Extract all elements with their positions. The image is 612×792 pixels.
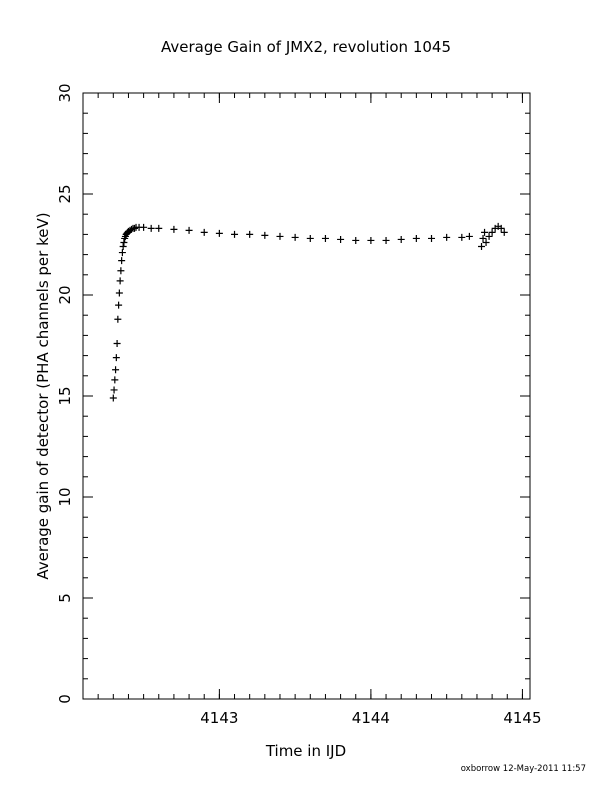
data-point (500, 228, 508, 236)
data-point (215, 229, 223, 237)
data-point (131, 224, 139, 232)
y-tick-label: 15 (56, 386, 74, 405)
data-point (155, 224, 163, 232)
x-tick-labels: 4143 4144 4145 (200, 709, 541, 727)
data-point (481, 228, 489, 236)
x-axis-label: Time in IJD (265, 742, 346, 760)
x-tick-label: 4144 (352, 709, 390, 727)
data-point (306, 234, 314, 242)
y-tick-label: 30 (56, 83, 74, 102)
data-point (127, 225, 135, 233)
y-tick-label: 10 (56, 487, 74, 506)
y-tick-label: 25 (56, 184, 74, 203)
data-point (115, 301, 123, 309)
data-point (412, 234, 420, 242)
data-point (119, 243, 127, 251)
data-point (261, 231, 269, 239)
data-point (276, 232, 284, 240)
data-point (443, 233, 451, 241)
y-tick-label: 0 (56, 694, 74, 704)
data-point (113, 339, 121, 347)
data-point (488, 228, 496, 236)
footer-stamp: oxborrow 12-May-2011 11:57 (461, 764, 586, 774)
data-point (147, 224, 155, 232)
major-ticks (83, 92, 530, 700)
data-point (118, 249, 126, 257)
data-point (485, 232, 493, 240)
y-tick-label: 5 (56, 593, 74, 603)
data-point (321, 234, 329, 242)
chart-title: Average Gain of JMX2, revolution 1045 (161, 38, 451, 56)
data-point (337, 235, 345, 243)
x-tick-label: 4145 (503, 709, 541, 727)
data-points (109, 222, 508, 402)
plot-frame (82, 92, 531, 700)
y-axis-label: Average gain of detector (PHA channels p… (34, 212, 52, 579)
data-point (291, 233, 299, 241)
data-point (231, 230, 239, 238)
data-point (118, 257, 126, 265)
data-point (111, 376, 119, 384)
data-point (109, 394, 117, 402)
data-point (465, 232, 473, 240)
data-point (382, 236, 390, 244)
data-point (170, 225, 178, 233)
data-point (428, 234, 436, 242)
y-tick-labels: 0 5 10 15 20 25 30 (56, 83, 74, 703)
data-point (110, 386, 118, 394)
data-point (185, 226, 193, 234)
data-point (140, 223, 148, 231)
y-tick-label: 20 (56, 285, 74, 304)
data-point (117, 267, 125, 275)
data-point (497, 224, 505, 232)
data-point (112, 354, 120, 362)
data-point (479, 234, 487, 242)
data-point (200, 228, 208, 236)
data-point (112, 366, 120, 374)
data-point (482, 238, 490, 246)
data-point (116, 277, 124, 285)
minor-ticks (82, 92, 530, 700)
data-point (352, 236, 360, 244)
data-point (397, 235, 405, 243)
data-point (478, 243, 486, 251)
data-point (120, 238, 128, 246)
data-point (367, 236, 375, 244)
data-point (246, 230, 254, 238)
x-tick-label: 4143 (200, 709, 238, 727)
data-point (458, 233, 466, 241)
data-point (115, 289, 123, 297)
data-point (114, 315, 122, 323)
